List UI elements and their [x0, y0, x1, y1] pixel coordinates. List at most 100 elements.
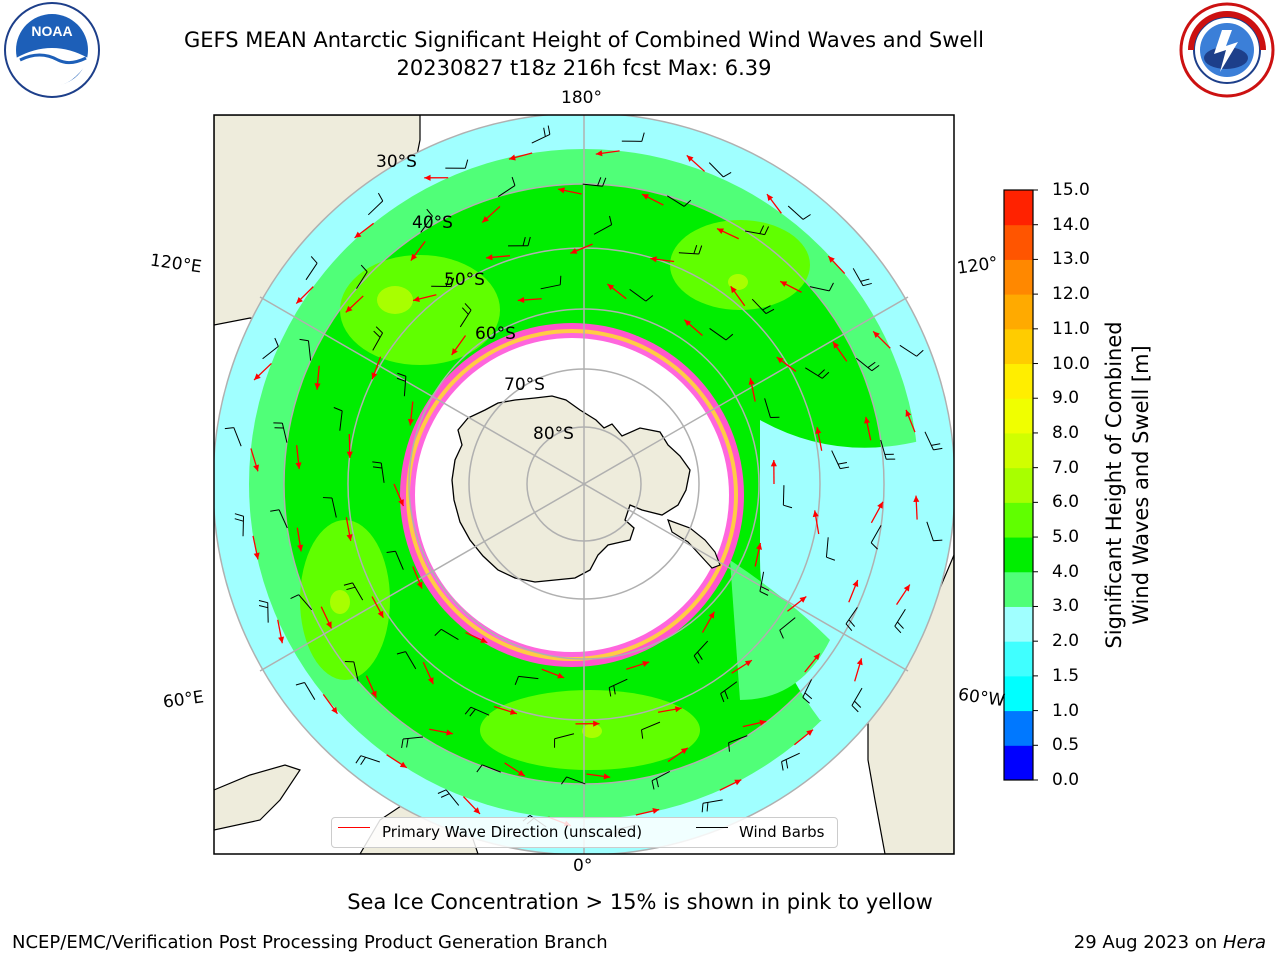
lat-label-40s: 40°S	[412, 213, 453, 233]
wind-barb	[355, 755, 380, 766]
wind-barb	[779, 617, 796, 639]
wind-barb	[651, 770, 670, 790]
wind-barb	[728, 735, 748, 752]
wind-barb	[764, 398, 780, 418]
colorbar-tick-label: 2.0	[1052, 631, 1080, 652]
colorbar-tick-label: 15.0	[1052, 180, 1090, 200]
colorbar-segment	[1004, 190, 1033, 226]
wave-direction-legend-label: Primary Wave Direction (unscaled)	[382, 823, 643, 841]
wind-barb	[693, 640, 709, 664]
colorbar-tick-label: 3.0	[1052, 596, 1080, 617]
wave-direction-arrow	[371, 356, 382, 380]
wind-barb	[464, 706, 490, 717]
wave-direction-arrow	[896, 584, 911, 605]
wind-barb	[851, 687, 863, 713]
colorbar-segment	[1004, 502, 1033, 538]
colorbar-segment	[1004, 606, 1033, 642]
wind-barb	[476, 764, 501, 773]
colorbar-tick-label: 7.0	[1052, 457, 1080, 478]
wind-barb	[825, 537, 836, 561]
wind-barb	[751, 298, 775, 315]
wave-direction-arrow	[481, 205, 501, 224]
wave-direction-arrow	[493, 705, 518, 715]
wave-direction-arrow	[827, 255, 846, 275]
wave-direction-arrow	[872, 330, 891, 349]
colorbar	[1003, 189, 1038, 781]
wave-direction-legend-line	[338, 827, 370, 828]
colorbar-segment	[1004, 398, 1033, 434]
wave-direction-arrow	[815, 427, 823, 451]
colorbar-segment	[1004, 537, 1033, 573]
wind-barb	[437, 789, 460, 806]
wind-barb	[787, 205, 811, 220]
wave-direction-arrow	[295, 445, 302, 470]
wave-direction-arrow	[314, 365, 321, 390]
wave-direction-arrow	[393, 483, 405, 507]
wave-direction-arrow	[606, 283, 627, 300]
wind-barb	[396, 372, 407, 397]
wind-barb	[497, 176, 516, 198]
colorbar-segment	[1004, 363, 1033, 399]
wind-barb	[701, 799, 723, 813]
wave-direction-arrow	[848, 579, 859, 603]
colorbar-tick-label: 14.0	[1052, 214, 1090, 235]
wave-direction-arrow	[754, 542, 762, 567]
colorbar-label-line2: Wind Waves and Swell [m]	[1129, 345, 1153, 625]
lat-label-50s: 50°S	[444, 270, 485, 290]
wind-barb	[641, 721, 661, 739]
wind-barb	[805, 367, 830, 379]
colorbar-segment	[1004, 432, 1033, 469]
wind-barb	[593, 215, 613, 235]
wave-direction-arrow	[657, 706, 682, 713]
wave-direction-arrows	[250, 150, 920, 827]
wind-barb	[560, 776, 586, 785]
graticule	[214, 115, 954, 854]
wave-direction-arrow	[354, 222, 375, 239]
wave-direction-arrow	[650, 256, 675, 263]
wave-direction-arrow	[748, 377, 756, 402]
wind-barb	[258, 600, 269, 623]
wave-direction-arrow	[486, 254, 511, 261]
wave-direction-arrow	[252, 535, 260, 560]
wind-barb	[782, 485, 793, 509]
wind-barb	[372, 461, 385, 483]
lat-label-60s: 60°S	[475, 324, 516, 344]
africa-land	[214, 764, 301, 831]
wind-barb	[720, 681, 738, 703]
wave-direction-arrow	[504, 762, 526, 777]
colorbar-tick-label: 6.0	[1052, 492, 1080, 513]
wave-direction-arrow	[508, 152, 533, 161]
wave-direction-arrow	[346, 433, 353, 458]
wind-barb	[678, 245, 703, 255]
wind-barb	[608, 678, 628, 697]
wave-direction-arrow	[429, 728, 453, 736]
wave-direction-arrow	[635, 807, 660, 816]
colorbar-segment	[1004, 675, 1033, 712]
wave-direction-arrow	[345, 295, 364, 313]
wind-barb	[224, 427, 242, 447]
sea-ice-note: Sea Ice Concentration > 15% is shown in …	[347, 890, 933, 914]
wind-barb	[401, 736, 424, 749]
wind-barb	[709, 328, 734, 341]
wind-barb	[629, 288, 654, 302]
colorbar-segment	[1004, 328, 1033, 365]
wave-direction-arrow	[586, 773, 611, 780]
wave-direction-arrow	[250, 448, 259, 472]
wind-barb	[855, 357, 880, 372]
wave-direction-arrow	[412, 566, 423, 589]
colorbar-segment	[1004, 294, 1033, 330]
wind-barb	[926, 521, 943, 542]
wave-direction-arrow	[575, 720, 600, 727]
wave-direction-arrow	[719, 779, 742, 791]
chart-subtitle: 20230827 t18z 216h fcst Max: 6.39	[396, 56, 772, 80]
wind-barb	[273, 422, 288, 443]
colorbar-tick-label: 1.0	[1052, 700, 1080, 721]
lat-label-80s: 80°S	[533, 424, 574, 444]
wave-direction-arrow	[412, 294, 437, 302]
wind-barb	[343, 582, 364, 601]
wind-barb	[356, 264, 368, 289]
wind-barb	[299, 338, 312, 361]
wind-barbs-legend-line	[696, 827, 728, 828]
wind-barb	[845, 607, 858, 632]
footer-host: Hera	[1222, 932, 1266, 953]
